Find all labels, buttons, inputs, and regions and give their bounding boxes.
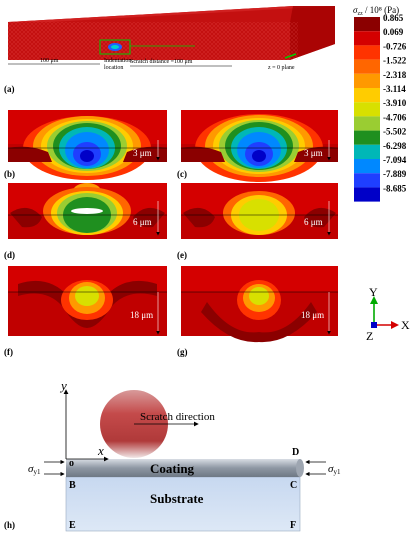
dim-label-c: 3 μm xyxy=(304,148,323,158)
indentation-box xyxy=(99,39,131,55)
legend-value-label: -4.706 xyxy=(383,112,407,122)
corner-B: B xyxy=(69,480,76,491)
legend-value-label: -0.726 xyxy=(383,41,407,51)
panel-h-schematic: y x o Scratch direction Coating Substrat… xyxy=(4,378,341,532)
corner-D: D xyxy=(292,447,299,458)
scratch-direction-label: Scratch direction xyxy=(140,411,215,423)
h-origin-label: o xyxy=(69,458,74,469)
panel-label-g: (g) xyxy=(177,347,188,357)
legend-swatch xyxy=(354,159,380,174)
indentation-location-label: Indentation location xyxy=(104,58,131,71)
corner-E: E xyxy=(69,520,76,531)
dim-label-g: 18 μm xyxy=(301,310,324,320)
panel-label-a: (a) xyxy=(4,84,15,94)
panel-a: 100 μm Indentation location Scratch dista… xyxy=(4,6,335,94)
triad-x-label: X xyxy=(401,318,410,332)
legend-value-label: -7.094 xyxy=(383,155,407,165)
coating-layer xyxy=(66,459,300,477)
legend-swatch xyxy=(354,88,380,103)
panel-label-f: (f) xyxy=(4,347,13,357)
contour-panel-f: 18 μm xyxy=(8,266,167,336)
coordinate-triad: Y X Z xyxy=(366,285,410,343)
contour-panel-c: 3 μm xyxy=(181,110,338,182)
corner-F: F xyxy=(290,520,296,531)
dim-label-f: 18 μm xyxy=(130,310,153,320)
panel-a-side-face xyxy=(290,6,335,60)
z0-plane-label: z = 0 plane xyxy=(268,65,295,71)
dim-label-b: 3 μm xyxy=(133,148,152,158)
legend-value-label: -3.114 xyxy=(383,84,406,94)
panel-label-c: (c) xyxy=(177,169,187,179)
panel-label-h: (h) xyxy=(4,520,15,530)
substrate-label: Substrate xyxy=(150,491,204,506)
scratch-distance-label: Scratch distance =100 μm xyxy=(130,59,193,65)
contour-panel-d: 6 μm xyxy=(8,183,167,239)
coating-label: Coating xyxy=(150,461,195,476)
legend-items: 0.865 0.069 -0.726 -1.522 -2.318 -3.114 -3.910… xyxy=(354,13,407,202)
contour-panel-e: 6 μm xyxy=(181,183,338,239)
legend-swatch xyxy=(354,17,380,32)
legend-value-label: -1.522 xyxy=(383,56,407,66)
legend-value-label: -6.298 xyxy=(383,141,407,151)
triad-y-label: Y xyxy=(369,285,378,299)
legend-title: σzz / 10⁸ (Pa) xyxy=(353,5,399,17)
contour-panels: 3 μm (b) 3 μm (c) xyxy=(4,110,338,357)
legend-value-label: 0.865 xyxy=(383,13,404,23)
legend-swatch xyxy=(354,116,380,131)
legend-swatch xyxy=(354,187,380,202)
panel-label-e: (e) xyxy=(177,250,187,260)
sigma-left-label: σy1 xyxy=(28,463,41,476)
triad-z-label: Z xyxy=(366,329,373,343)
legend-swatch xyxy=(354,102,380,117)
colorbar-legend: σzz / 10⁸ (Pa) 0.865 0.069 -0.726 -1.522 -2.… xyxy=(353,5,407,202)
legend-value-label: -8.685 xyxy=(383,183,407,193)
legend-value-label: -3.910 xyxy=(383,98,407,108)
z0-plane-marker xyxy=(284,53,297,59)
panel-label-b: (b) xyxy=(4,169,15,179)
legend-swatch xyxy=(354,31,380,46)
h-y-label: y xyxy=(59,378,67,393)
panel-label-d: (d) xyxy=(4,250,15,260)
dim-label-e: 6 μm xyxy=(304,217,323,227)
legend-value-label: -7.889 xyxy=(383,169,407,179)
legend-swatch xyxy=(354,144,380,159)
dim-100um-label: 100 μm xyxy=(40,58,59,64)
legend-swatch xyxy=(354,130,380,145)
contour-panel-g: 18 μm xyxy=(181,266,338,343)
legend-value-label: 0.069 xyxy=(383,27,404,37)
panel-a-top-face xyxy=(8,6,335,22)
corner-C: C xyxy=(290,480,297,491)
legend-swatch xyxy=(354,73,380,88)
sigma-right-label: σy1 xyxy=(328,463,341,476)
triad-z-marker xyxy=(371,322,377,328)
legend-value-label: -5.502 xyxy=(383,127,407,137)
legend-swatch xyxy=(354,59,380,74)
legend-swatch xyxy=(354,45,380,60)
substrate-block xyxy=(65,476,301,532)
legend-value-label: -2.318 xyxy=(383,70,407,80)
panel-a-mesh xyxy=(8,22,298,60)
h-x-label: x xyxy=(97,443,104,458)
contour-panel-b: 3 μm xyxy=(8,110,167,180)
dim-label-d: 6 μm xyxy=(133,217,152,227)
legend-swatch xyxy=(354,173,380,188)
